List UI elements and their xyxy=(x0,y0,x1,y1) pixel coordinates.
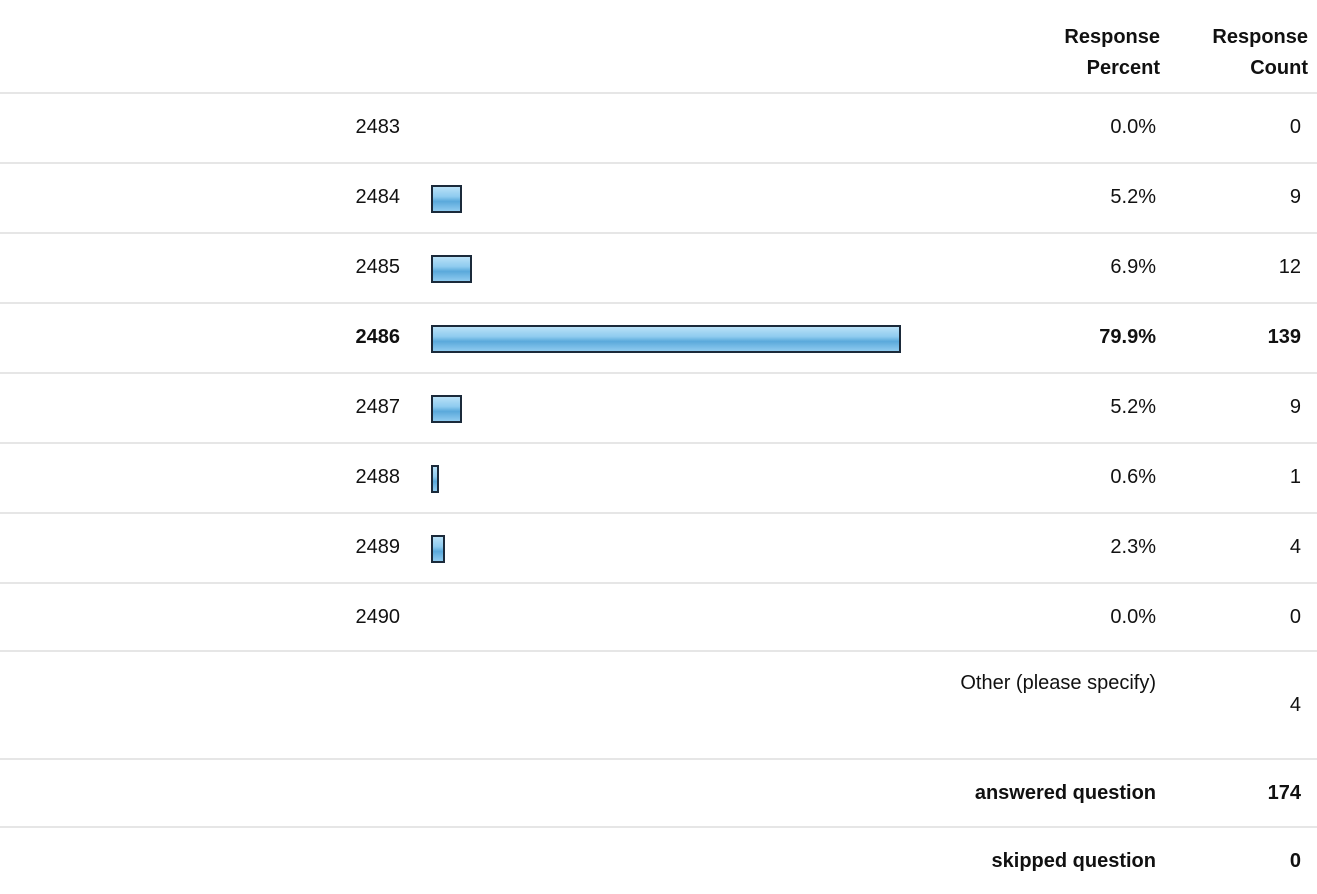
table-row: 2488 0.6% 1 xyxy=(0,442,1317,514)
answered-label: answered question xyxy=(974,782,1156,804)
bar xyxy=(431,185,462,213)
response-percent: 5.2% xyxy=(1110,396,1156,418)
category-label: 2485 xyxy=(355,256,401,278)
column-header-percent-line1: Response xyxy=(1064,26,1160,48)
response-percent: 2.3% xyxy=(1110,536,1156,558)
table-row: 2484 5.2% 9 xyxy=(0,162,1317,234)
response-count: 139 xyxy=(1267,326,1301,348)
category-label: 2483 xyxy=(355,116,401,138)
skipped-count: 0 xyxy=(1289,850,1301,872)
response-count: 9 xyxy=(1289,396,1301,418)
category-label: 2488 xyxy=(355,466,401,488)
answered-count: 174 xyxy=(1267,782,1301,804)
bar-track xyxy=(431,185,901,213)
bar xyxy=(431,325,901,353)
response-percent: 0.0% xyxy=(1110,116,1156,138)
category-label: 2486 xyxy=(355,326,401,348)
table-row: 2490 0.0% 0 xyxy=(0,582,1317,654)
column-header-percent-line2: Percent xyxy=(1086,57,1160,79)
bar-track xyxy=(431,535,901,563)
table-row: 2487 5.2% 9 xyxy=(0,372,1317,444)
category-label: 2490 xyxy=(355,606,401,628)
table-row: 2483 0.0% 0 xyxy=(0,92,1317,164)
response-count: 4 xyxy=(1289,536,1301,558)
bar-track xyxy=(431,255,901,283)
bar xyxy=(431,465,439,493)
column-header-count: Response Count xyxy=(1180,22,1308,84)
answered-row: answered question 174 xyxy=(0,758,1317,830)
bar xyxy=(431,395,462,423)
other-row: Other (please specify) 4 xyxy=(0,650,1317,760)
other-label: Other (please specify) xyxy=(960,672,1156,694)
bar-track xyxy=(431,395,901,423)
response-count: 9 xyxy=(1289,186,1301,208)
bar xyxy=(431,255,472,283)
table-row: 2486 79.9% 139 xyxy=(0,302,1317,374)
column-header-count-line1: Response xyxy=(1212,26,1308,48)
response-percent: 0.6% xyxy=(1110,466,1156,488)
skipped-label: skipped question xyxy=(991,850,1156,872)
response-count: 0 xyxy=(1289,606,1301,628)
category-label: 2487 xyxy=(355,396,401,418)
column-header-count-line2: Count xyxy=(1250,57,1308,79)
bar xyxy=(431,535,445,563)
response-count: 0 xyxy=(1289,116,1301,138)
other-count: 4 xyxy=(1289,694,1301,716)
column-header-percent: Response Percent xyxy=(1040,22,1160,84)
response-count: 1 xyxy=(1289,466,1301,488)
table-row: 2489 2.3% 4 xyxy=(0,512,1317,584)
response-percent: 5.2% xyxy=(1110,186,1156,208)
response-percent: 0.0% xyxy=(1110,606,1156,628)
response-percent: 6.9% xyxy=(1110,256,1156,278)
bar-track xyxy=(431,465,901,493)
response-percent: 79.9% xyxy=(1099,326,1156,348)
skipped-row: skipped question 0 xyxy=(0,826,1317,894)
table-row: 2485 6.9% 12 xyxy=(0,232,1317,304)
bar-track xyxy=(431,325,901,353)
response-count: 12 xyxy=(1278,256,1301,278)
category-label: 2484 xyxy=(355,186,401,208)
category-label: 2489 xyxy=(355,536,401,558)
